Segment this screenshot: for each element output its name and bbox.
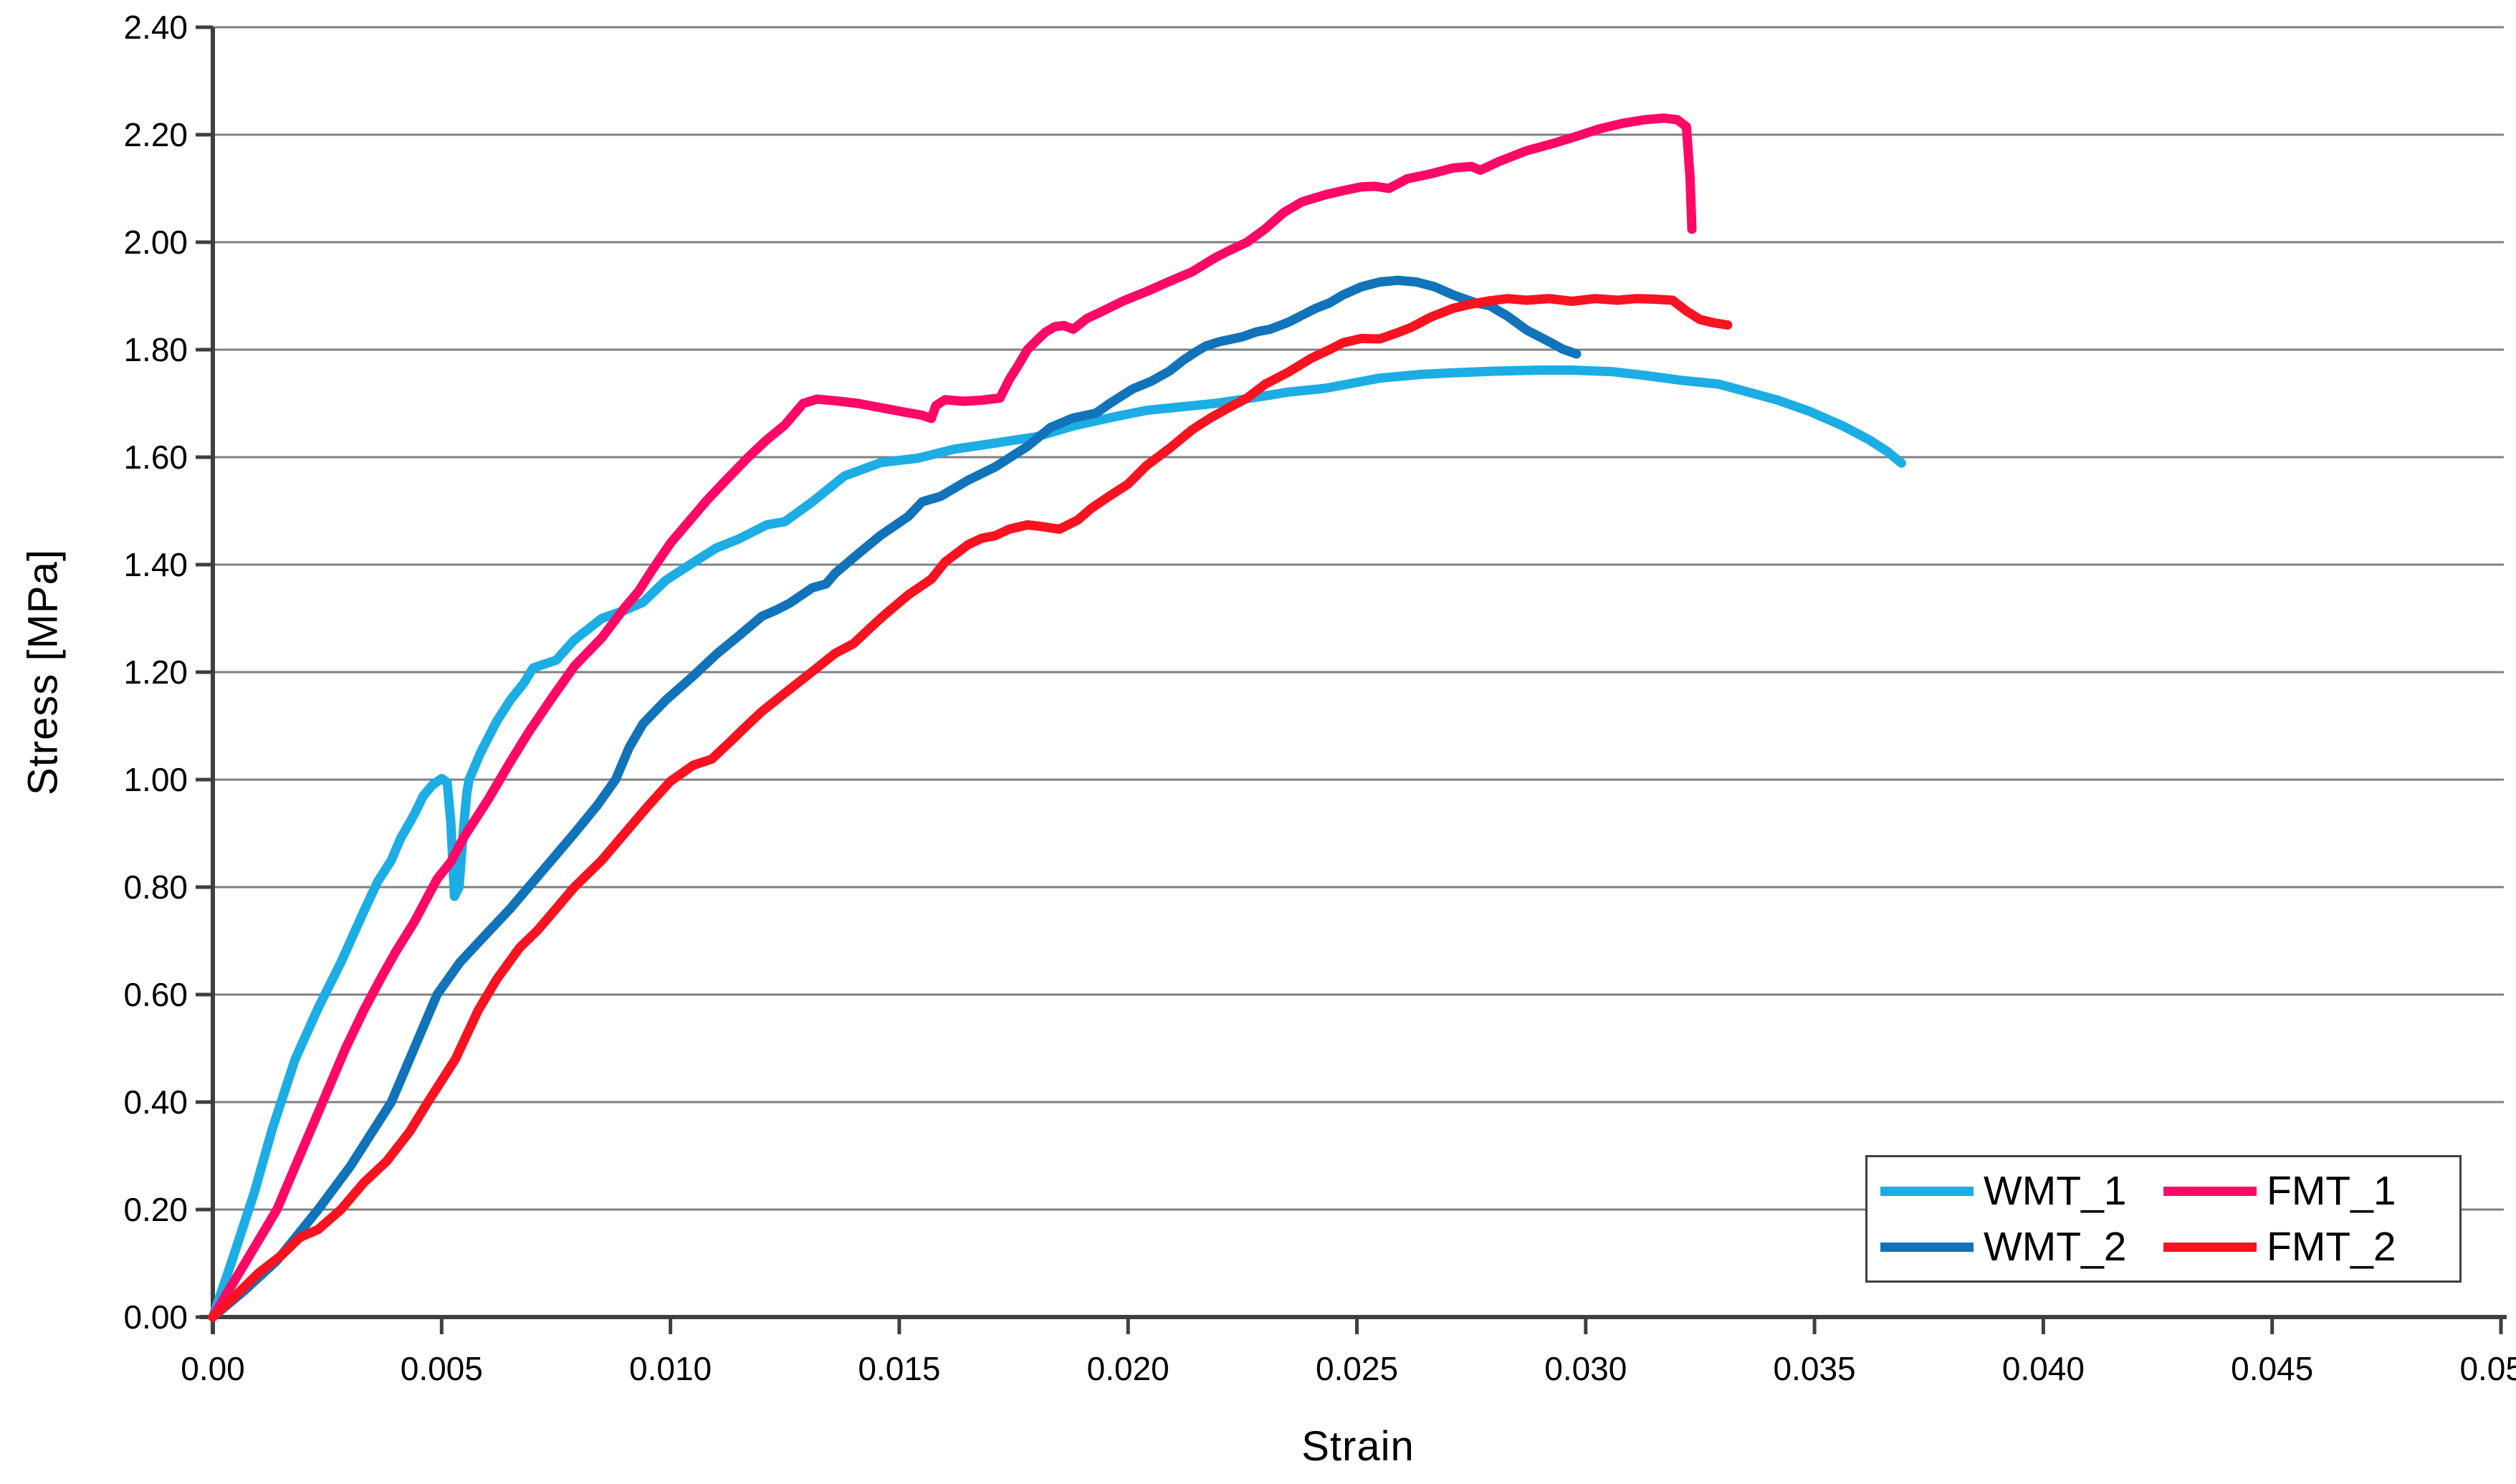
x-tick-label: 0.00 — [181, 1350, 245, 1387]
series-FMT_1 — [208, 113, 1697, 1322]
wmt1-line-swatch — [1880, 1186, 1974, 1196]
x-tick-label: 0.025 — [1316, 1350, 1398, 1387]
x-axis-title: Strain — [1301, 1423, 1415, 1470]
legend-label-fmt1: FMT_1 — [2267, 1167, 2396, 1214]
y-axis-title: Stress [MPa] — [19, 549, 67, 795]
y-tick-label: 1.20 — [123, 654, 188, 691]
series-FMT_2 — [208, 294, 1733, 1322]
x-tick-label: 0.005 — [401, 1350, 483, 1387]
legend-item-fmt2: FMT_2 — [2163, 1219, 2446, 1275]
y-tick-label: 2.00 — [123, 224, 188, 261]
y-tick-label: 1.80 — [123, 331, 188, 368]
y-tick-label: 1.40 — [123, 546, 188, 583]
x-tick-label: 0.030 — [1544, 1350, 1627, 1387]
wmt2-line-swatch — [1880, 1242, 1974, 1252]
y-tick-label: 0.60 — [123, 976, 188, 1013]
fmt2-line-swatch — [2163, 1242, 2257, 1252]
y-tick-label: 1.60 — [123, 439, 188, 476]
legend: WMT_1 FMT_1 WMT_2 FMT_2 — [1865, 1155, 2462, 1283]
legend-item-fmt1: FMT_1 — [2163, 1163, 2446, 1219]
x-tick-label: 0.015 — [858, 1350, 940, 1387]
y-tick-label: 0.00 — [123, 1298, 188, 1336]
x-tick-label: 0.050 — [2459, 1350, 2516, 1387]
x-tick-label: 0.020 — [1087, 1350, 1169, 1387]
y-tick-label: 0.40 — [123, 1083, 188, 1121]
legend-item-wmt2: WMT_2 — [1880, 1219, 2163, 1275]
series-WMT_1 — [208, 365, 1906, 1322]
x-tick-label: 0.035 — [1774, 1350, 1856, 1387]
legend-label-wmt1: WMT_1 — [1984, 1167, 2127, 1214]
x-tick-label: 0.040 — [2002, 1350, 2085, 1387]
legend-label-wmt2: WMT_2 — [1984, 1223, 2127, 1270]
y-tick-label: 1.00 — [123, 761, 188, 798]
legend-label-fmt2: FMT_2 — [2267, 1223, 2396, 1270]
fmt1-line-swatch — [2163, 1186, 2257, 1196]
y-tick-label: 0.80 — [123, 868, 188, 906]
legend-item-wmt1: WMT_1 — [1880, 1163, 2163, 1219]
y-tick-label: 2.20 — [123, 116, 188, 153]
x-tick-label: 0.045 — [2231, 1350, 2313, 1387]
x-tick-label: 0.010 — [629, 1350, 712, 1387]
y-tick-label: 2.40 — [123, 9, 188, 46]
y-tick-label: 0.20 — [123, 1191, 188, 1228]
series-WMT_2 — [208, 275, 1582, 1322]
